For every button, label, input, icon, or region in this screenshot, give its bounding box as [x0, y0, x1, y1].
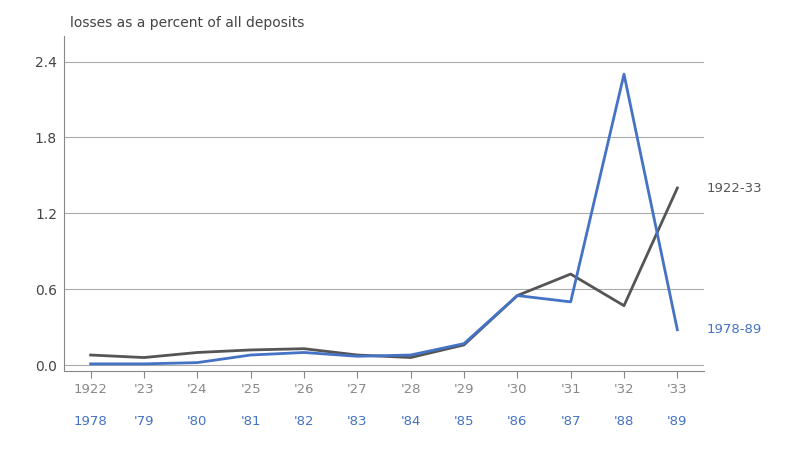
Text: 1978-89: 1978-89: [706, 323, 762, 336]
Text: '88: '88: [614, 415, 634, 428]
Text: '79: '79: [134, 415, 154, 428]
Text: 1978: 1978: [74, 415, 107, 428]
Text: 1922-33: 1922-33: [706, 182, 762, 194]
Text: '89: '89: [667, 415, 687, 428]
Text: '82: '82: [294, 415, 314, 428]
Text: losses as a percent of all deposits: losses as a percent of all deposits: [70, 15, 305, 29]
Text: '87: '87: [561, 415, 581, 428]
Text: '84: '84: [401, 415, 421, 428]
Text: '86: '86: [507, 415, 527, 428]
Text: '85: '85: [454, 415, 474, 428]
Text: '80: '80: [187, 415, 207, 428]
Text: '83: '83: [347, 415, 367, 428]
Text: '81: '81: [241, 415, 261, 428]
